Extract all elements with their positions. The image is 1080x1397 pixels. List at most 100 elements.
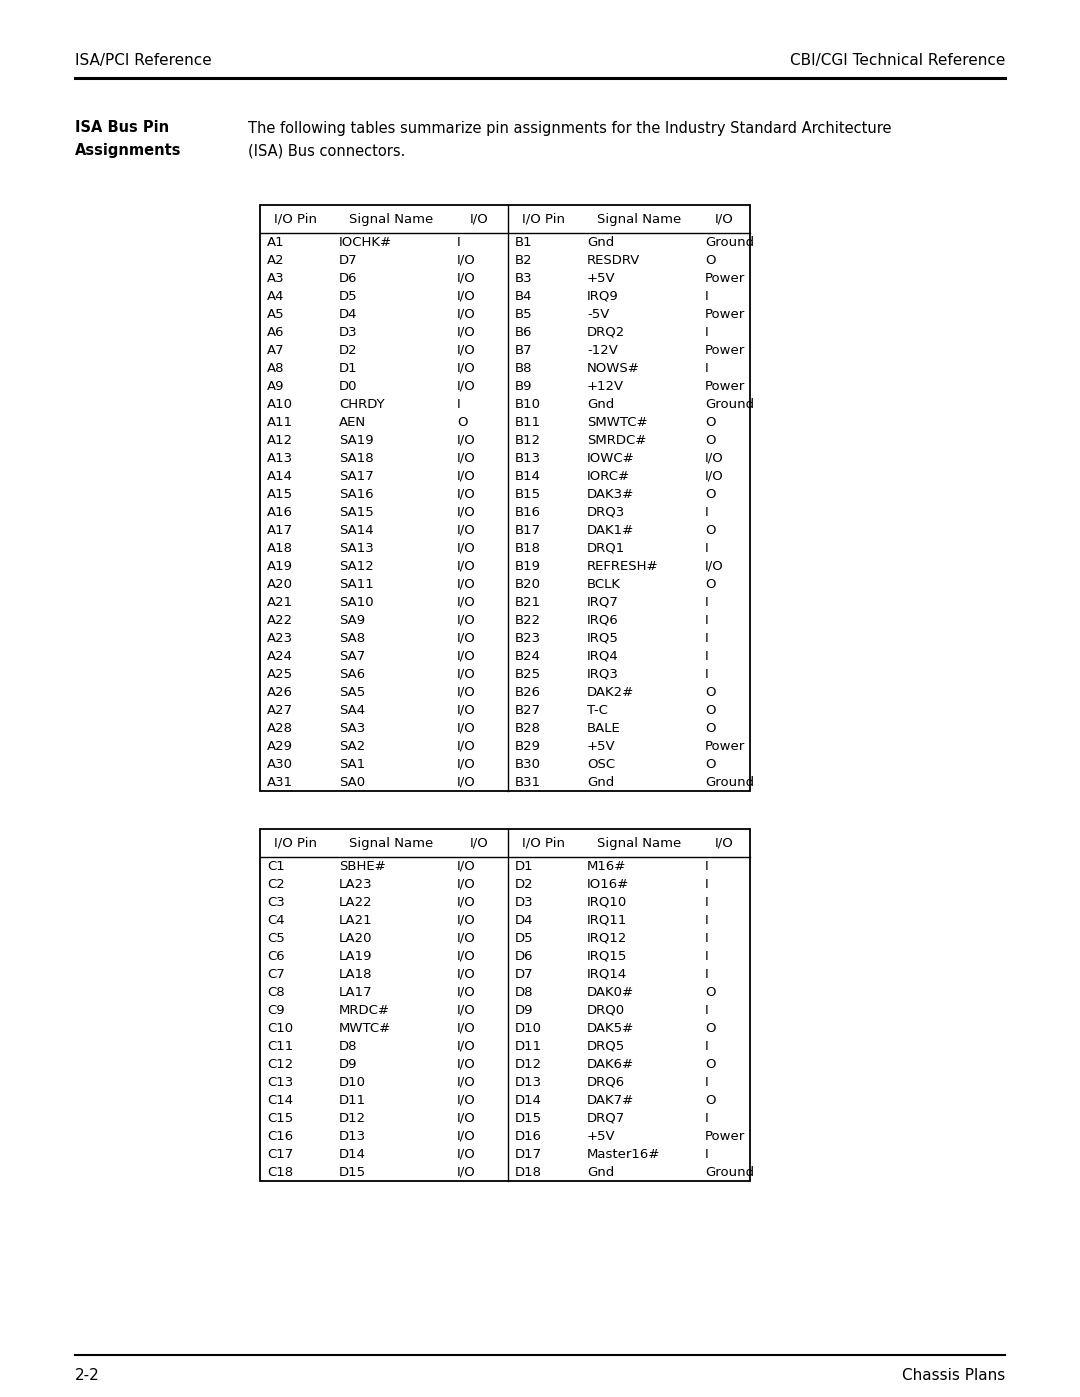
- Text: AEN: AEN: [339, 415, 366, 429]
- Text: A31: A31: [267, 775, 293, 788]
- Text: I: I: [705, 289, 708, 303]
- Text: I/O: I/O: [457, 1130, 476, 1143]
- Text: SBHE#: SBHE#: [339, 859, 386, 873]
- Text: D13: D13: [339, 1130, 366, 1143]
- Text: D5: D5: [339, 289, 357, 303]
- Text: SA9: SA9: [339, 613, 365, 626]
- Text: SMWTC#: SMWTC#: [588, 415, 648, 429]
- Text: B27: B27: [515, 704, 541, 717]
- Text: O: O: [705, 985, 715, 999]
- Text: SA15: SA15: [339, 506, 374, 518]
- Text: I/O: I/O: [457, 577, 476, 591]
- Text: CHRDY: CHRDY: [339, 398, 384, 411]
- Text: D11: D11: [339, 1094, 366, 1106]
- Text: I/O: I/O: [457, 739, 476, 753]
- Text: A23: A23: [267, 631, 293, 644]
- Text: Power: Power: [705, 271, 745, 285]
- Text: D12: D12: [339, 1112, 366, 1125]
- Text: DRQ7: DRQ7: [588, 1112, 625, 1125]
- Text: A8: A8: [267, 362, 284, 374]
- Text: I/O: I/O: [457, 380, 476, 393]
- Text: D1: D1: [515, 859, 534, 873]
- Text: T-C: T-C: [588, 704, 608, 717]
- Text: I: I: [705, 1112, 708, 1125]
- Text: DRQ0: DRQ0: [588, 1003, 625, 1017]
- Text: I/O: I/O: [457, 757, 476, 771]
- Text: I/O: I/O: [457, 560, 476, 573]
- Text: I: I: [705, 650, 708, 662]
- Text: D7: D7: [339, 253, 357, 267]
- Text: I/O: I/O: [457, 253, 476, 267]
- Text: O: O: [705, 721, 715, 735]
- Text: I/O: I/O: [457, 542, 476, 555]
- Text: I/O: I/O: [715, 837, 733, 849]
- Text: B30: B30: [515, 757, 541, 771]
- Text: D7: D7: [515, 968, 534, 981]
- Text: A9: A9: [267, 380, 284, 393]
- Text: Power: Power: [705, 1130, 745, 1143]
- Text: A1: A1: [267, 236, 285, 249]
- Text: SA0: SA0: [339, 775, 365, 788]
- Text: I: I: [457, 398, 461, 411]
- Text: Signal Name: Signal Name: [349, 212, 433, 225]
- Text: I: I: [457, 236, 461, 249]
- Text: -5V: -5V: [588, 307, 609, 320]
- Text: DAK3#: DAK3#: [588, 488, 634, 500]
- Text: I/O: I/O: [457, 650, 476, 662]
- Text: A30: A30: [267, 757, 293, 771]
- Text: I: I: [705, 950, 708, 963]
- Text: DAK2#: DAK2#: [588, 686, 634, 698]
- Text: D4: D4: [339, 307, 357, 320]
- Text: Power: Power: [705, 344, 745, 356]
- Text: A10: A10: [267, 398, 293, 411]
- Text: B18: B18: [515, 542, 541, 555]
- Text: I/O: I/O: [457, 289, 476, 303]
- Text: I: I: [705, 1003, 708, 1017]
- Text: Ground: Ground: [705, 398, 754, 411]
- Text: I/O: I/O: [715, 212, 733, 225]
- Text: B10: B10: [515, 398, 541, 411]
- Text: B3: B3: [515, 271, 532, 285]
- Text: I: I: [705, 542, 708, 555]
- Text: IOWC#: IOWC#: [588, 451, 635, 464]
- Text: A21: A21: [267, 595, 293, 609]
- Text: A16: A16: [267, 506, 293, 518]
- Text: Assignments: Assignments: [75, 144, 181, 158]
- Text: I/O: I/O: [457, 1165, 476, 1179]
- Text: I: I: [705, 895, 708, 908]
- Text: SA5: SA5: [339, 686, 365, 698]
- Text: SA7: SA7: [339, 650, 365, 662]
- Text: C16: C16: [267, 1130, 293, 1143]
- Text: A20: A20: [267, 577, 293, 591]
- Text: I/O: I/O: [457, 1021, 476, 1035]
- Text: I: I: [705, 326, 708, 338]
- Text: B11: B11: [515, 415, 541, 429]
- Text: B4: B4: [515, 289, 532, 303]
- Text: O: O: [705, 524, 715, 536]
- Text: IRQ9: IRQ9: [588, 289, 619, 303]
- Text: D13: D13: [515, 1076, 542, 1088]
- Text: Gnd: Gnd: [588, 236, 615, 249]
- Text: D8: D8: [515, 985, 534, 999]
- Text: C15: C15: [267, 1112, 294, 1125]
- Text: I/O: I/O: [457, 271, 476, 285]
- Text: I: I: [705, 859, 708, 873]
- Text: LA17: LA17: [339, 985, 373, 999]
- Text: D1: D1: [339, 362, 357, 374]
- Text: A25: A25: [267, 668, 293, 680]
- Text: D18: D18: [515, 1165, 542, 1179]
- Text: IRQ14: IRQ14: [588, 968, 627, 981]
- Text: I/O: I/O: [457, 1147, 476, 1161]
- Text: O: O: [705, 757, 715, 771]
- Text: Signal Name: Signal Name: [349, 837, 433, 849]
- Text: B7: B7: [515, 344, 532, 356]
- Text: A12: A12: [267, 433, 293, 447]
- Text: ISA Bus Pin: ISA Bus Pin: [75, 120, 170, 136]
- Text: SA1: SA1: [339, 757, 365, 771]
- Text: B5: B5: [515, 307, 532, 320]
- Text: DRQ5: DRQ5: [588, 1039, 625, 1052]
- Text: The following tables summarize pin assignments for the Industry Standard Archite: The following tables summarize pin assig…: [248, 120, 891, 136]
- Text: DAK6#: DAK6#: [588, 1058, 634, 1070]
- Text: O: O: [705, 488, 715, 500]
- Text: C14: C14: [267, 1094, 293, 1106]
